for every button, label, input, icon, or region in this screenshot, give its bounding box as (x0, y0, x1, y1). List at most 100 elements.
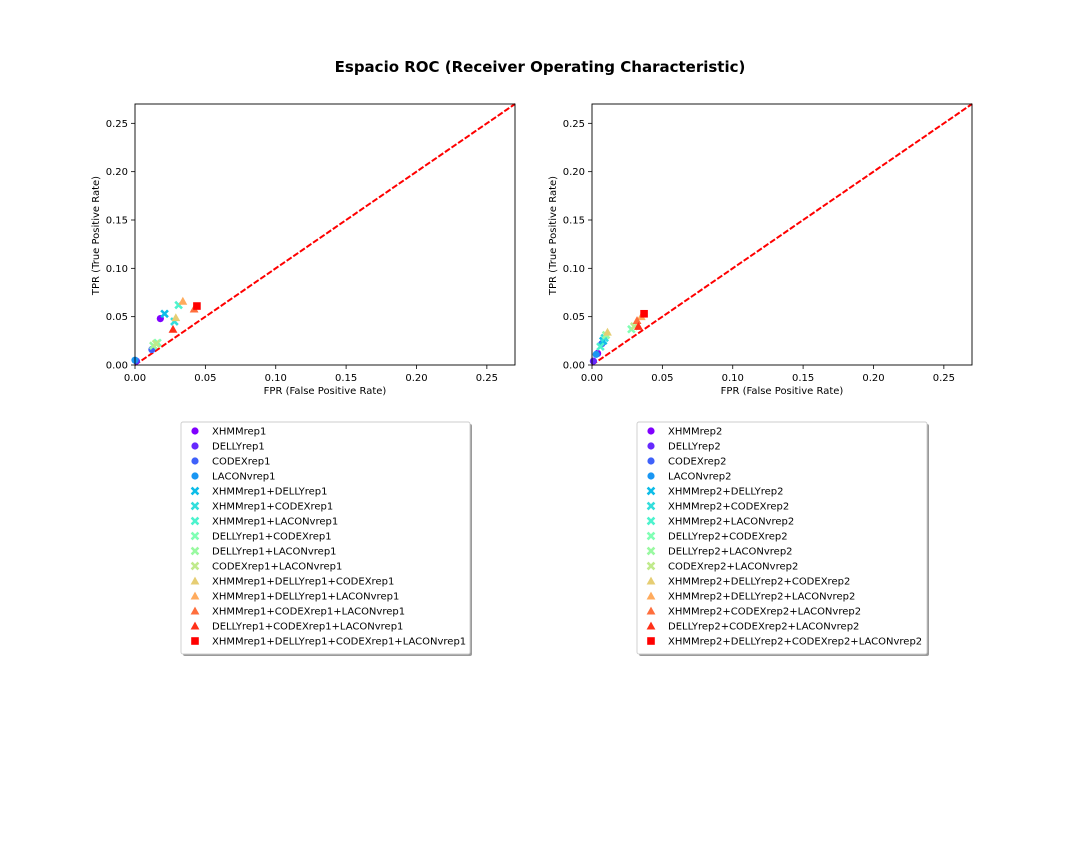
legend-label: DELLYrep1 (212, 442, 265, 453)
legend-label: XHMMrep2 (668, 427, 722, 438)
data-point (178, 296, 188, 305)
legend-marker (646, 486, 656, 496)
legend-label: DELLYrep2+CODEXrep2+LACONvrep2 (668, 622, 859, 633)
legend-marker (646, 516, 656, 526)
x-axis-label: FPR (False Positive Rate) (264, 386, 387, 397)
y-tick-label: 0.25 (563, 119, 585, 130)
legend-label: CODEXrep1+LACONvrep1 (212, 562, 342, 573)
legend-label: XHMMrep1+DELLYrep1+CODEXrep1 (212, 577, 394, 588)
legend-label: LACONvrep2 (668, 472, 731, 483)
legend-label: XHMMrep2+DELLYrep2+CODEXrep2+LACONvrep2 (668, 637, 922, 648)
legend-marker (647, 637, 655, 645)
legend-label: CODEXrep2+LACONvrep2 (668, 562, 798, 573)
legend-label: DELLYrep2+CODEXrep2 (668, 532, 788, 543)
x-tick-label: 0.25 (933, 373, 955, 384)
y-tick-label: 0.15 (106, 216, 128, 227)
legend-marker (191, 442, 199, 450)
legend-label: DELLYrep1+CODEXrep1 (212, 532, 332, 543)
legend-marker (191, 427, 199, 435)
legend-label: XHMMrep1+DELLYrep1+CODEXrep1+LACONvrep1 (212, 637, 466, 648)
legend-label: LACONvrep1 (212, 472, 275, 483)
legend-label: XHMMrep2+DELLYrep2+CODEXrep2 (668, 577, 850, 588)
x-tick-label: 0.00 (124, 373, 146, 384)
legend-label: XHMMrep1+DELLYrep1+LACONvrep1 (212, 592, 399, 603)
y-tick-label: 0.10 (563, 264, 585, 275)
legend-marker (646, 606, 656, 615)
x-tick-label: 0.15 (792, 373, 814, 384)
legend-marker (191, 472, 199, 480)
legend-marker (646, 546, 656, 556)
legend-label: DELLYrep2+LACONvrep2 (668, 547, 793, 558)
data-point (596, 342, 605, 351)
x-tick-label: 0.05 (194, 373, 216, 384)
legend-marker (190, 591, 200, 600)
data-point (151, 339, 161, 349)
legend-marker (190, 621, 200, 630)
legend-label: XHMMrep2+CODEXrep2+LACONvrep2 (668, 607, 861, 618)
legend-marker (190, 531, 200, 541)
legend-marker (190, 576, 200, 585)
legend-marker (646, 501, 656, 511)
y-tick-label: 0.00 (106, 361, 128, 372)
roc-chart-2: 0.00 0.05 0.10 0.15 0.20 0.25 0.00 0.05 0.10 0.15… (548, 103, 973, 656)
data-point (193, 302, 201, 310)
legend-box (636, 421, 928, 655)
legend-box (180, 421, 471, 655)
legend-marker (190, 501, 200, 511)
data-point (171, 313, 181, 322)
legend-label: XHMMrep1+DELLYrep1 (212, 487, 327, 498)
legend-marker (646, 561, 656, 571)
roc-chart-1: 0.00 0.05 0.10 0.15 0.20 0.25 0.00 0.05 0.10 0.15… (91, 103, 516, 656)
data-point (160, 309, 169, 319)
legend-label: CODEXrep2 (668, 457, 726, 468)
legend-label: DELLYrep2 (668, 442, 721, 453)
legend-label: CODEXrep1 (212, 457, 270, 468)
x-tick-label: 0.15 (335, 373, 357, 384)
x-tick-label: 0.10 (722, 373, 744, 384)
chance-diagonal (134, 103, 516, 366)
data-point (634, 321, 643, 330)
data-point (640, 309, 648, 318)
legend-marker (190, 546, 200, 556)
x-tick-label: 0.20 (862, 373, 884, 384)
data-point (589, 357, 598, 365)
x-tick-label: 0.00 (581, 373, 603, 384)
axes-frame (134, 103, 516, 366)
legend-label: XHMMrep1+CODEXrep1 (212, 502, 333, 513)
legend-marker (191, 637, 199, 645)
y-tick-label: 0.05 (106, 312, 128, 323)
data-point (632, 316, 642, 325)
figure-title: Espacio ROC (Receiver Operating Characte… (335, 58, 746, 76)
y-axis-label: TPR (True Positive Rate) (548, 176, 559, 296)
legend-label: XHMMrep1+LACONvrep1 (212, 517, 338, 528)
legend-label: XHMMrep1+CODEXrep1+LACONvrep1 (212, 607, 405, 618)
x-axis-label: FPR (False Positive Rate) (721, 386, 844, 397)
legend-marker (191, 457, 199, 465)
legend-marker (646, 576, 656, 585)
legend-label: XHMMrep2+DELLYrep2 (668, 487, 783, 498)
legend-marker (190, 606, 200, 615)
legend: XHMMrep2 DELLYrep2 CODEXrep2 LACONvrep2 XHMM… (636, 421, 929, 656)
legend-marker (190, 561, 200, 571)
legend-marker (647, 442, 655, 450)
legend-label: XHMMrep2+CODEXrep2 (668, 502, 789, 513)
data-point (168, 324, 178, 333)
legend-label: DELLYrep1+CODEXrep1+LACONvrep1 (212, 622, 403, 633)
legend-marker (190, 486, 200, 496)
y-tick-label: 0.15 (563, 216, 585, 227)
legend-label: XHMMrep1 (212, 427, 266, 438)
y-tick-label: 0.20 (563, 167, 585, 178)
legend-label: XHMMrep2+LACONvrep2 (668, 517, 794, 528)
y-tick-label: 0.05 (563, 312, 585, 323)
legend-label: XHMMrep2+DELLYrep2+LACONvrep2 (668, 592, 855, 603)
legend-marker (190, 516, 200, 526)
legend-marker (647, 427, 655, 435)
x-tick-label: 0.25 (476, 373, 498, 384)
chance-diagonal (591, 103, 973, 366)
legend-marker (647, 472, 655, 480)
legend-marker (646, 621, 656, 630)
legend-label: DELLYrep1+LACONvrep1 (212, 547, 337, 558)
y-tick-label: 0.10 (106, 264, 128, 275)
y-axis-label: TPR (True Positive Rate) (91, 176, 102, 296)
